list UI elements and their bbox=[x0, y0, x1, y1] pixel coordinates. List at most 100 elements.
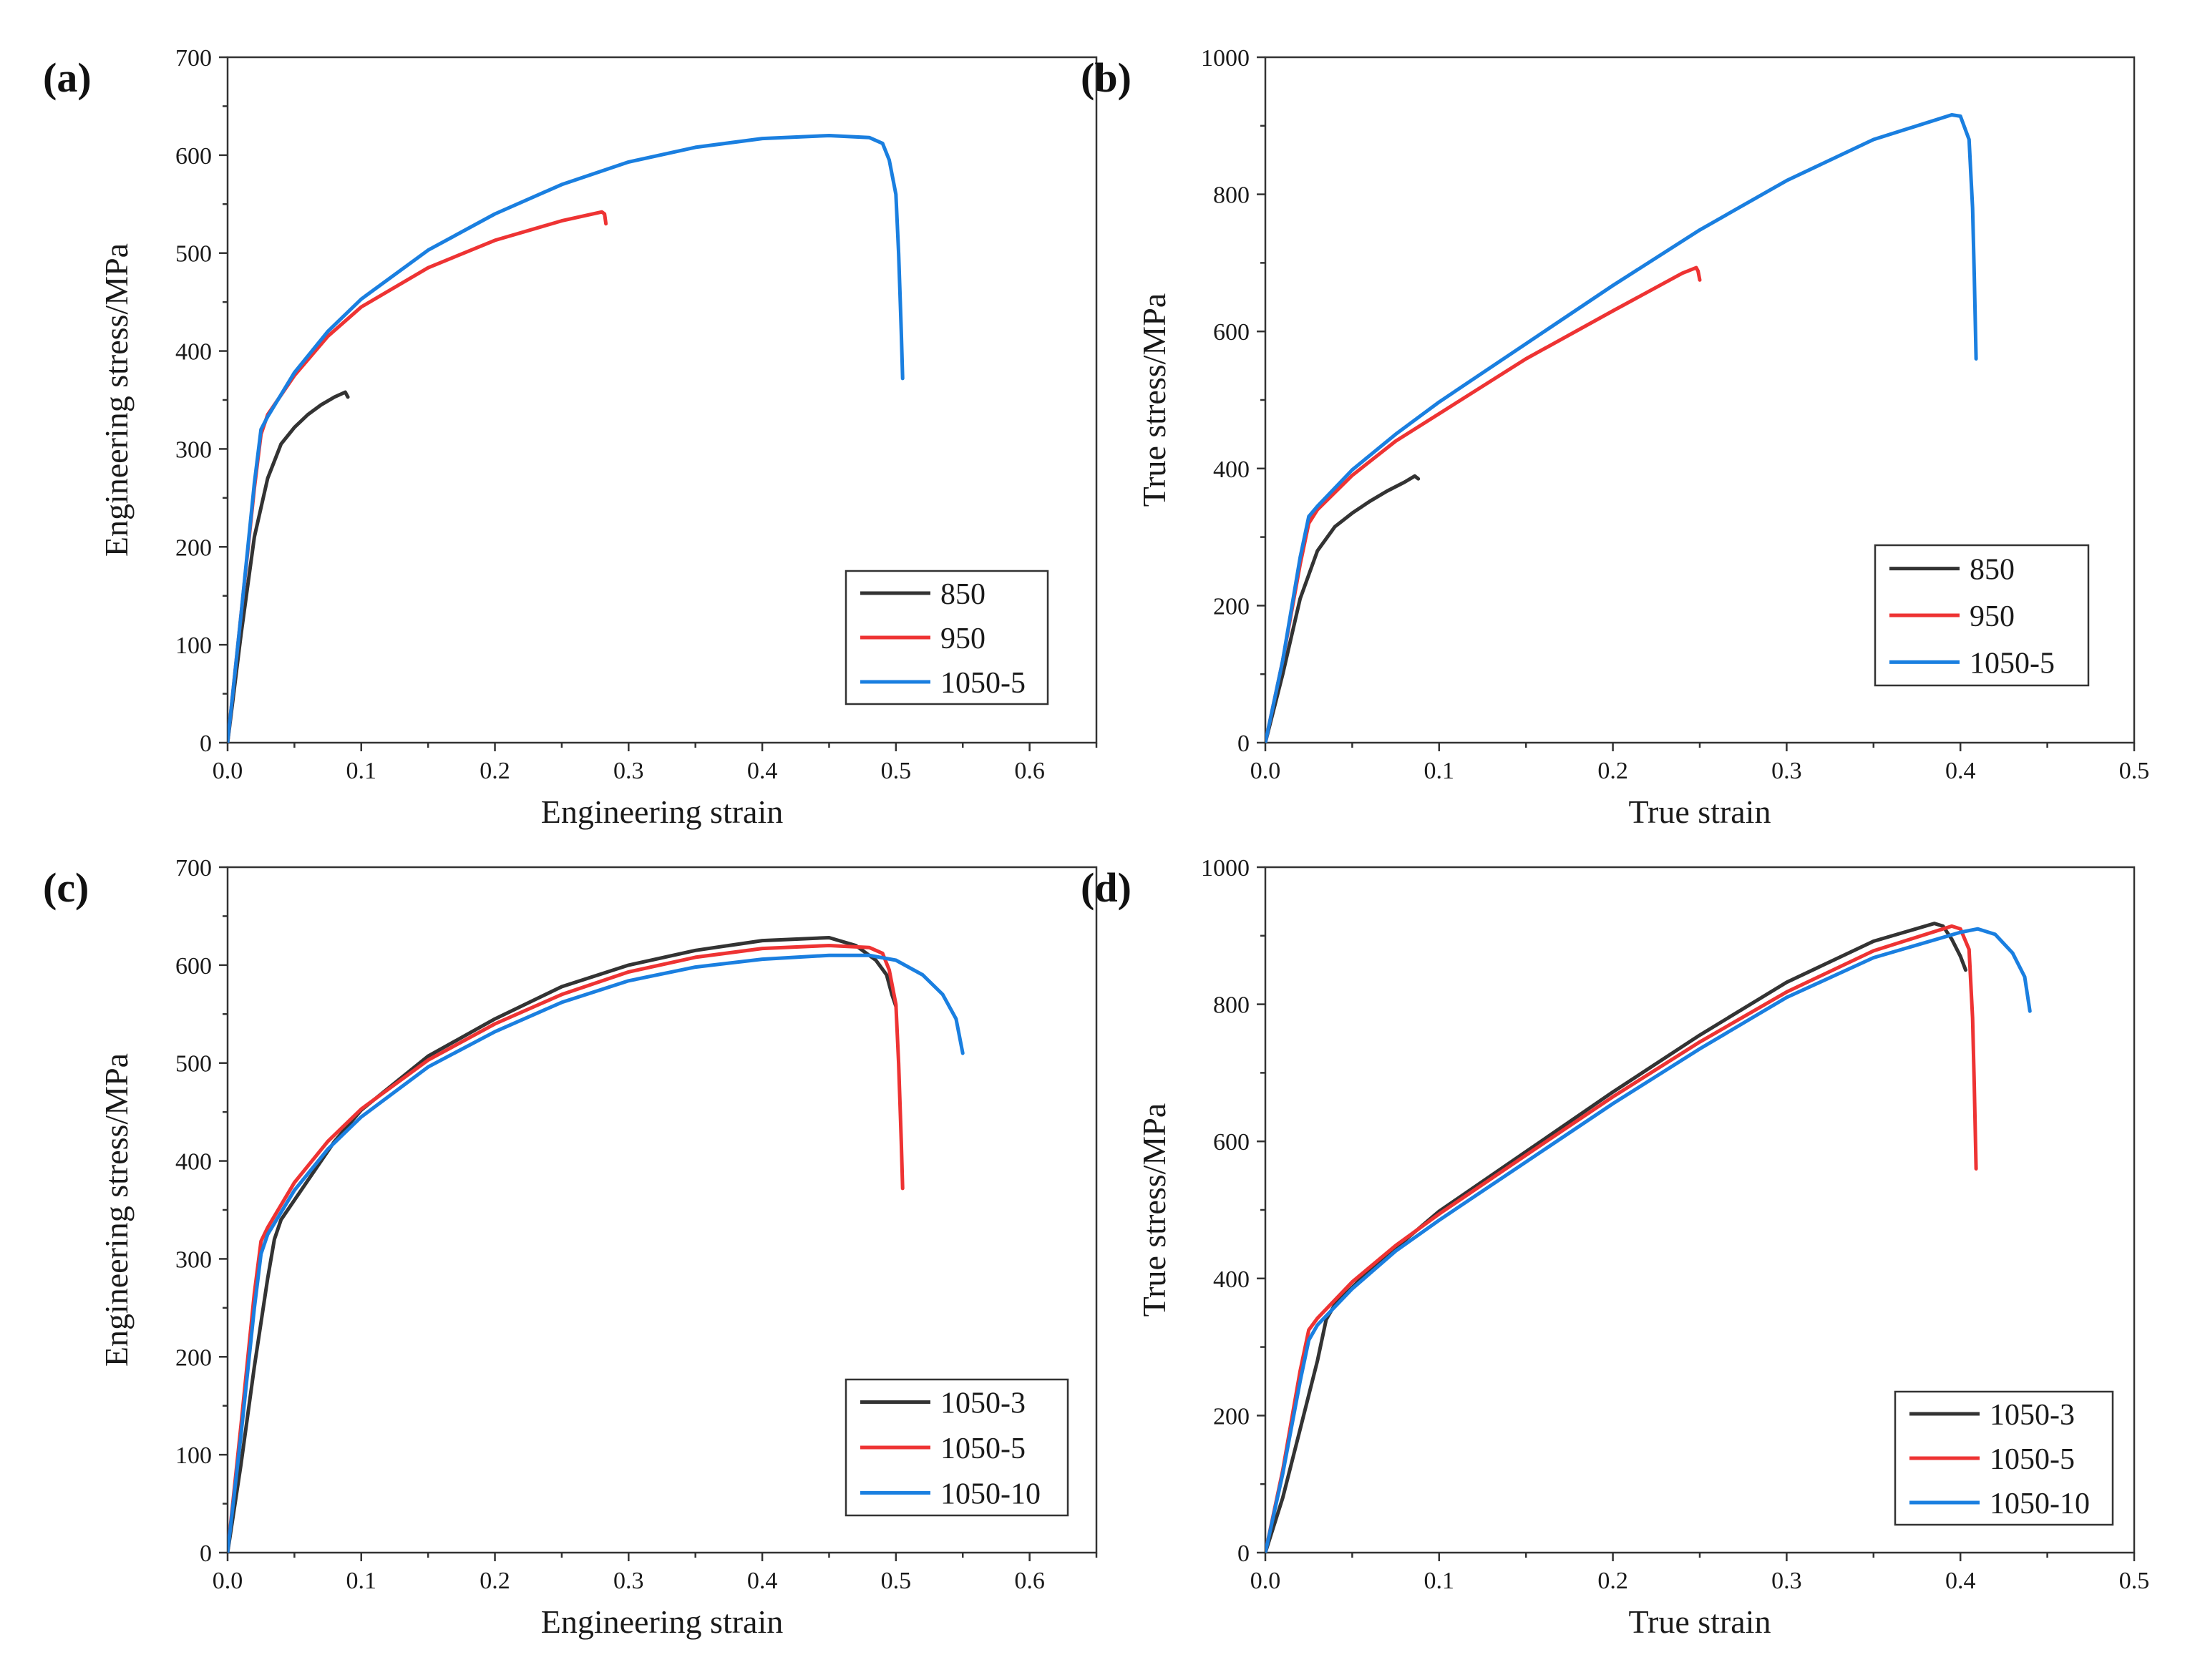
y-axis-label: True stress/MPa bbox=[1136, 1103, 1172, 1317]
y-tick-label: 600 bbox=[175, 143, 212, 170]
legend-label: 1050-10 bbox=[940, 1478, 1041, 1510]
legend-label: 1050-3 bbox=[1990, 1399, 2075, 1432]
x-axis-label: True strain bbox=[1629, 1603, 1771, 1640]
series-line-1050-10 bbox=[1265, 927, 2032, 1553]
legend-label: 850 bbox=[1970, 554, 2015, 587]
y-tick-label: 0 bbox=[200, 731, 212, 757]
y-tick-label: 500 bbox=[175, 1051, 212, 1078]
legend-label: 1050-5 bbox=[1990, 1443, 2075, 1476]
panel-0: 0.0 0.1 0.2 0.3 0.4 0.5 0.6 0 100 200 300 400 500 600… bbox=[43, 45, 1098, 830]
y-tick-label: 300 bbox=[175, 1246, 212, 1273]
legend-label: 950 bbox=[1970, 600, 2015, 633]
x-tick-label: 0.1 bbox=[346, 1568, 377, 1594]
x-axis-label: Engineering strain bbox=[541, 1603, 784, 1640]
x-axis-label: Engineering strain bbox=[541, 793, 784, 830]
panel-1: 0.0 0.1 0.2 0.3 0.4 0.5 0 200 400 600 800 1000 True … bbox=[1081, 45, 2149, 830]
x-tick-label: 0.4 bbox=[1945, 1568, 1976, 1594]
y-axis-label: True stress/MPa bbox=[1136, 293, 1172, 507]
x-tick-label: 0.2 bbox=[1597, 1568, 1628, 1594]
x-tick-label: 0.5 bbox=[881, 1568, 912, 1594]
series-line-850 bbox=[228, 390, 350, 743]
x-tick-label: 0.0 bbox=[1250, 1568, 1281, 1594]
y-tick-label: 0 bbox=[1237, 1540, 1250, 1567]
x-axis-label: True strain bbox=[1629, 793, 1771, 830]
y-tick-label: 800 bbox=[1213, 992, 1250, 1019]
series-line-950 bbox=[1265, 265, 1702, 743]
x-tick-label: 0.4 bbox=[747, 758, 778, 784]
panel-label: (b) bbox=[1081, 54, 1132, 101]
x-tick-label: 0.3 bbox=[613, 758, 644, 784]
series-line-1050-5 bbox=[1265, 924, 1978, 1553]
series-line-1050-5 bbox=[228, 134, 905, 743]
curves bbox=[228, 134, 905, 743]
x-tick-label: 0.1 bbox=[1424, 758, 1455, 784]
curves bbox=[1265, 922, 2032, 1553]
series-line-1050-5 bbox=[1265, 113, 1978, 743]
x-tick-label: 0.1 bbox=[346, 758, 377, 784]
legend-label: 1050-10 bbox=[1990, 1488, 2090, 1520]
y-tick-label: 600 bbox=[175, 953, 212, 980]
x-tick-label: 0.4 bbox=[1945, 758, 1976, 784]
series-line-950 bbox=[228, 210, 608, 743]
y-tick-label: 1000 bbox=[1201, 855, 1250, 881]
x-tick-label: 0.0 bbox=[213, 1568, 243, 1594]
y-tick-label: 700 bbox=[175, 45, 212, 72]
x-tick-label: 0.6 bbox=[1014, 1568, 1045, 1594]
x-tick-label: 0.4 bbox=[747, 1568, 778, 1594]
panel-label: (a) bbox=[43, 54, 92, 101]
x-tick-label: 0.5 bbox=[2119, 1568, 2150, 1594]
series-line-1050-5 bbox=[228, 944, 905, 1553]
x-tick-label: 0.0 bbox=[213, 758, 243, 784]
y-axis-label: Engineering stress/MPa bbox=[98, 243, 135, 557]
y-tick-label: 200 bbox=[1213, 593, 1250, 620]
y-tick-label: 400 bbox=[1213, 1266, 1250, 1293]
series-line-1050-3 bbox=[1265, 922, 1967, 1553]
y-tick-label: 200 bbox=[1213, 1403, 1250, 1430]
y-tick-label: 800 bbox=[1213, 182, 1250, 209]
y-axis-label: Engineering stress/MPa bbox=[98, 1053, 135, 1367]
x-tick-label: 0.6 bbox=[1014, 758, 1045, 784]
x-tick-label: 0.5 bbox=[881, 758, 912, 784]
panel-label: (c) bbox=[43, 864, 89, 911]
y-tick-label: 400 bbox=[175, 1149, 212, 1176]
x-tick-label: 0.5 bbox=[2119, 758, 2150, 784]
y-tick-label: 400 bbox=[1213, 456, 1250, 483]
panel-2: 0.0 0.1 0.2 0.3 0.4 0.5 0.6 0 100 200 300 400 500 600… bbox=[43, 855, 1098, 1640]
x-tick-label: 0.3 bbox=[613, 1568, 644, 1594]
y-tick-label: 200 bbox=[175, 1344, 212, 1371]
curves bbox=[228, 936, 965, 1553]
legend: 850 950 1050-5 bbox=[1874, 544, 2090, 687]
y-tick-label: 600 bbox=[1213, 1129, 1250, 1156]
y-tick-label: 600 bbox=[1213, 319, 1250, 346]
y-tick-label: 500 bbox=[175, 241, 212, 268]
x-tick-label: 0.3 bbox=[1771, 758, 1802, 784]
series-line-850 bbox=[1265, 474, 1421, 743]
y-tick-label: 700 bbox=[175, 855, 212, 881]
y-tick-label: 200 bbox=[175, 534, 212, 561]
legend-label: 1050-3 bbox=[940, 1387, 1026, 1420]
legend-label: 850 bbox=[940, 578, 986, 611]
x-tick-label: 0.1 bbox=[1424, 1568, 1455, 1594]
y-tick-label: 1000 bbox=[1201, 45, 1250, 72]
panel-3: 0.0 0.1 0.2 0.3 0.4 0.5 0 200 400 600 800 1000 True … bbox=[1081, 855, 2149, 1640]
x-tick-label: 0.2 bbox=[480, 758, 510, 784]
x-tick-label: 0.2 bbox=[480, 1568, 510, 1594]
y-tick-label: 300 bbox=[175, 436, 212, 463]
y-tick-label: 0 bbox=[200, 1540, 212, 1567]
legend-label: 1050-5 bbox=[940, 1432, 1026, 1465]
series-line-1050-10 bbox=[228, 953, 965, 1553]
legend-label: 1050-5 bbox=[1970, 647, 2055, 680]
x-tick-label: 0.2 bbox=[1597, 758, 1628, 784]
series-line-1050-3 bbox=[228, 936, 898, 1553]
curves bbox=[1265, 113, 1978, 743]
y-tick-label: 0 bbox=[1237, 731, 1250, 757]
y-tick-label: 100 bbox=[175, 633, 212, 659]
y-tick-label: 100 bbox=[175, 1442, 212, 1469]
x-tick-label: 0.3 bbox=[1771, 1568, 1802, 1594]
legend: 850 950 1050-5 bbox=[845, 570, 1049, 705]
legend-label: 1050-5 bbox=[940, 667, 1026, 700]
panel-label: (d) bbox=[1081, 864, 1132, 911]
legend-label: 950 bbox=[940, 622, 986, 655]
legend: 1050-3 1050-5 1050-10 bbox=[1894, 1390, 2114, 1526]
